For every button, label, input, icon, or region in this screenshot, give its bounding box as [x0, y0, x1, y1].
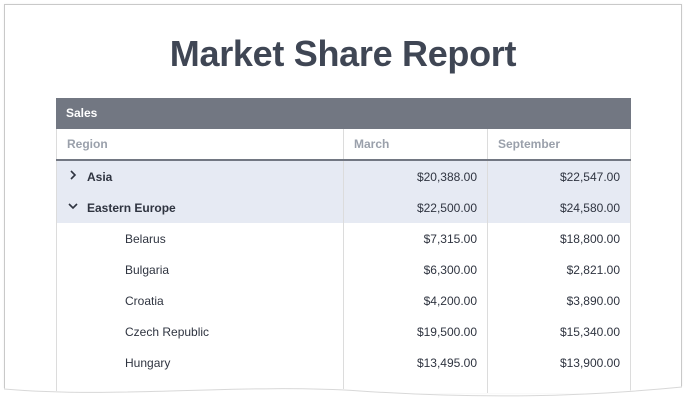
table-row: Croatia $4,200.00 $3,890.00 [56, 285, 631, 316]
column-header-march[interactable]: March [344, 129, 488, 159]
group-september-value: $24,580.00 [488, 192, 631, 223]
row-march-value: $7,315.00 [344, 223, 488, 254]
row-september-value: $2,821.00 [488, 254, 631, 285]
group-label: Asia [87, 169, 113, 184]
chevron-down-icon[interactable] [67, 200, 87, 215]
row-label: Hungary [56, 347, 344, 378]
column-header-row: Region March September [56, 129, 631, 161]
page-torn-edge [0, 386, 686, 400]
group-march-value: $22,500.00 [344, 192, 488, 223]
row-label: Belarus [56, 223, 344, 254]
pivot-grid: Sales Region March September Asia $20,38… [56, 98, 631, 393]
band-header-sales: Sales [56, 98, 631, 129]
group-row-asia[interactable]: Asia $20,388.00 $22,547.00 [56, 161, 631, 192]
row-september-value: $15,340.00 [488, 316, 631, 347]
table-row: Bulgaria $6,300.00 $2,821.00 [56, 254, 631, 285]
row-label: Croatia [56, 285, 344, 316]
column-header-september[interactable]: September [488, 129, 631, 159]
table-row: Belarus $7,315.00 $18,800.00 [56, 223, 631, 254]
report-page: Market Share Report Sales Region March S… [4, 4, 682, 393]
group-row-eastern-europe[interactable]: Eastern Europe $22,500.00 $24,580.00 [56, 192, 631, 223]
group-region-cell: Eastern Europe [56, 192, 344, 223]
table-row: Hungary $13,495.00 $13,900.00 [56, 347, 631, 378]
group-september-value: $22,547.00 [488, 161, 631, 192]
row-march-value: $4,200.00 [344, 285, 488, 316]
group-march-value: $20,388.00 [344, 161, 488, 192]
table-row: Czech Republic $19,500.00 $15,340.00 [56, 316, 631, 347]
row-march-value: $19,500.00 [344, 316, 488, 347]
row-label: Bulgaria [56, 254, 344, 285]
row-september-value: $13,900.00 [488, 347, 631, 378]
column-header-region[interactable]: Region [56, 129, 344, 159]
report-title: Market Share Report [169, 33, 517, 74]
table-row-partial [56, 378, 631, 393]
row-label: Czech Republic [56, 316, 344, 347]
row-september-value: $18,800.00 [488, 223, 631, 254]
row-march-value: $13,495.00 [344, 347, 488, 378]
chevron-right-icon[interactable] [67, 169, 87, 184]
row-september-value: $3,890.00 [488, 285, 631, 316]
row-march-value: $6,300.00 [344, 254, 488, 285]
group-label: Eastern Europe [87, 200, 176, 215]
group-region-cell: Asia [56, 161, 344, 192]
